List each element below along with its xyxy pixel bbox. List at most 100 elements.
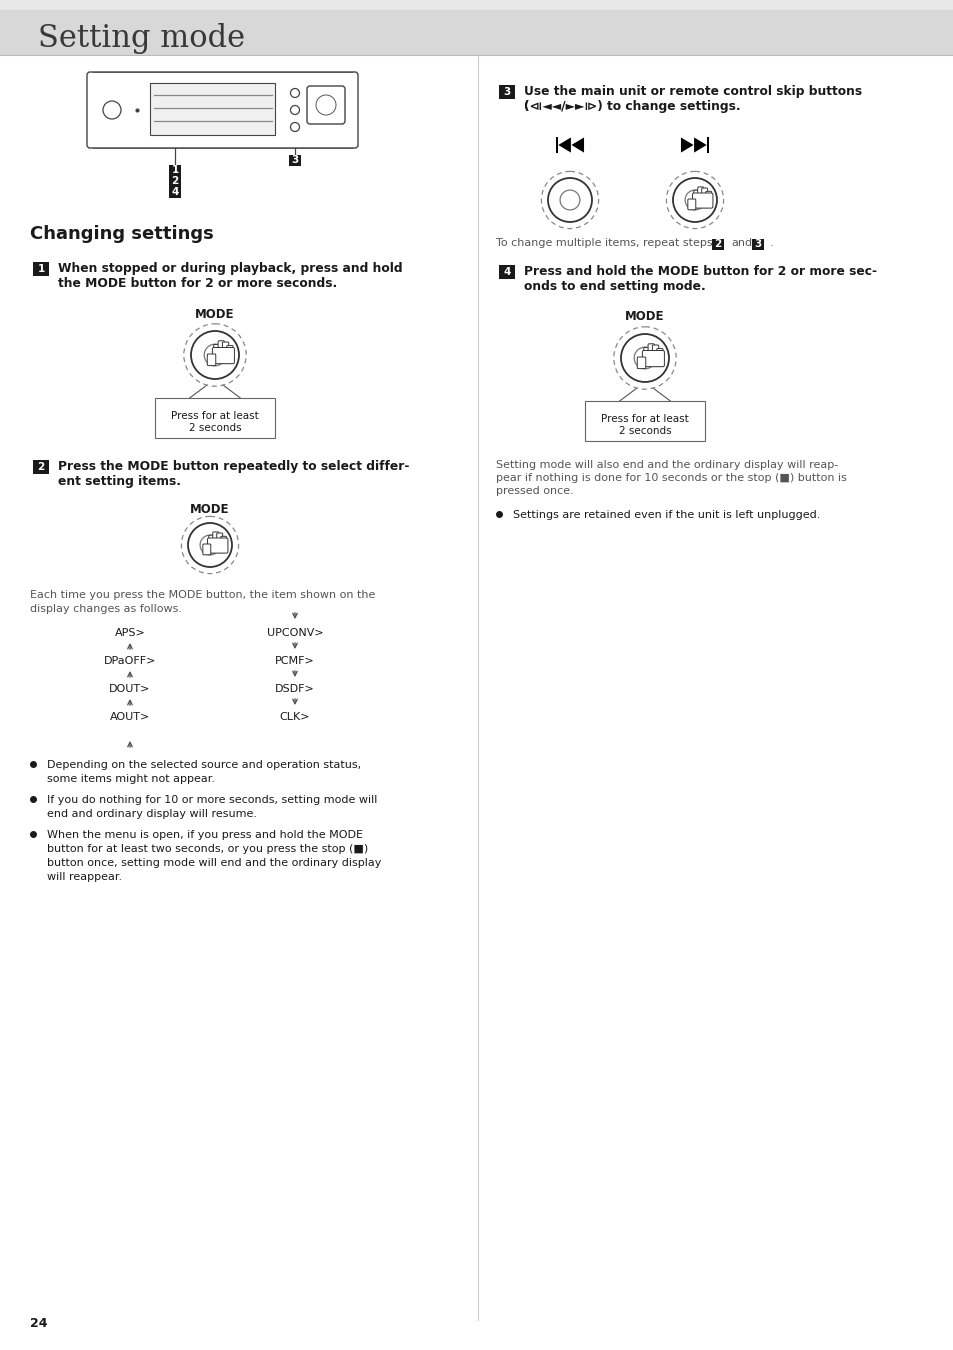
Text: DSDF>: DSDF> (274, 684, 314, 694)
Circle shape (559, 190, 579, 209)
FancyBboxPatch shape (209, 535, 214, 552)
Text: will reappear.: will reappear. (47, 872, 122, 882)
Text: When stopped or during playback, press and hold: When stopped or during playback, press a… (58, 262, 402, 275)
Text: 3: 3 (291, 155, 298, 165)
Text: DOUT>: DOUT> (110, 684, 151, 694)
FancyBboxPatch shape (227, 346, 233, 363)
FancyBboxPatch shape (33, 460, 49, 474)
FancyBboxPatch shape (498, 265, 515, 279)
FancyBboxPatch shape (656, 348, 662, 366)
Text: pear if nothing is done for 10 seconds or the stop (■) button is: pear if nothing is done for 10 seconds o… (496, 472, 846, 483)
Text: DPaOFF>: DPaOFF> (104, 656, 156, 666)
FancyBboxPatch shape (637, 356, 645, 369)
Text: 3: 3 (754, 239, 760, 248)
Text: (⧏◄◄/►►⧐) to change settings.: (⧏◄◄/►►⧐) to change settings. (523, 100, 740, 113)
Text: 24: 24 (30, 1318, 48, 1330)
FancyBboxPatch shape (0, 0, 953, 55)
Text: ent setting items.: ent setting items. (58, 475, 181, 487)
Text: .: . (769, 238, 773, 248)
FancyBboxPatch shape (701, 188, 707, 208)
FancyBboxPatch shape (706, 136, 709, 153)
Text: 4: 4 (503, 267, 510, 277)
FancyBboxPatch shape (154, 398, 274, 437)
Polygon shape (680, 138, 693, 153)
Text: Setting mode will also end and the ordinary display will reap-: Setting mode will also end and the ordin… (496, 460, 838, 470)
Text: APS>: APS> (114, 628, 145, 639)
Text: 1: 1 (172, 165, 178, 176)
Text: (: ( (523, 100, 529, 113)
FancyBboxPatch shape (150, 82, 274, 135)
FancyBboxPatch shape (641, 351, 663, 367)
Text: Press for at least: Press for at least (600, 414, 688, 424)
FancyBboxPatch shape (207, 354, 215, 366)
Circle shape (672, 178, 717, 221)
Polygon shape (571, 138, 583, 153)
Text: Press and hold the MODE button for 2 or more sec-: Press and hold the MODE button for 2 or … (523, 265, 876, 278)
Text: Press the MODE button repeatedly to select differ-: Press the MODE button repeatedly to sele… (58, 460, 409, 472)
FancyBboxPatch shape (33, 262, 49, 277)
Text: MODE: MODE (195, 308, 234, 321)
Text: Use the main unit or remote control skip buttons: Use the main unit or remote control skip… (523, 85, 862, 99)
Text: and: and (730, 238, 751, 248)
FancyBboxPatch shape (87, 72, 357, 148)
FancyBboxPatch shape (216, 533, 222, 552)
Text: 4: 4 (172, 188, 178, 197)
Text: UPCONV>: UPCONV> (267, 628, 323, 639)
Text: button once, setting mode will end and the ordinary display: button once, setting mode will end and t… (47, 859, 381, 868)
Circle shape (620, 333, 668, 382)
Circle shape (547, 178, 592, 221)
Text: MODE: MODE (624, 310, 664, 323)
FancyBboxPatch shape (207, 539, 228, 553)
Text: 2 seconds: 2 seconds (189, 423, 241, 433)
Text: CLK>: CLK> (279, 711, 310, 722)
Polygon shape (694, 138, 706, 153)
FancyBboxPatch shape (289, 154, 301, 166)
Polygon shape (558, 138, 570, 153)
FancyBboxPatch shape (222, 342, 229, 363)
Text: To change multiple items, repeat steps: To change multiple items, repeat steps (496, 238, 712, 248)
Text: display changes as follows.: display changes as follows. (30, 603, 182, 614)
FancyBboxPatch shape (498, 85, 515, 99)
FancyBboxPatch shape (705, 192, 711, 208)
Text: If you do nothing for 10 or more seconds, setting mode will: If you do nothing for 10 or more seconds… (47, 795, 377, 805)
Text: Each time you press the MODE button, the item shown on the: Each time you press the MODE button, the… (30, 590, 375, 599)
FancyBboxPatch shape (0, 0, 953, 9)
Text: When the menu is open, if you press and hold the MODE: When the menu is open, if you press and … (47, 830, 363, 840)
FancyBboxPatch shape (169, 165, 181, 176)
FancyBboxPatch shape (213, 347, 234, 363)
Text: some items might not appear.: some items might not appear. (47, 774, 214, 784)
Text: end and ordinary display will resume.: end and ordinary display will resume. (47, 809, 256, 819)
Text: 2: 2 (37, 462, 45, 472)
FancyBboxPatch shape (169, 186, 181, 197)
FancyBboxPatch shape (218, 340, 224, 363)
Circle shape (191, 331, 239, 379)
Text: 2: 2 (714, 239, 720, 248)
Text: Press for at least: Press for at least (171, 410, 258, 421)
Circle shape (200, 535, 220, 555)
FancyBboxPatch shape (169, 176, 181, 186)
Text: 2: 2 (172, 176, 178, 186)
FancyBboxPatch shape (751, 239, 763, 250)
Text: the MODE button for 2 or more seconds.: the MODE button for 2 or more seconds. (58, 277, 337, 290)
Text: pressed once.: pressed once. (496, 486, 573, 495)
FancyBboxPatch shape (711, 239, 723, 250)
FancyBboxPatch shape (584, 401, 704, 441)
FancyBboxPatch shape (692, 193, 712, 208)
FancyBboxPatch shape (213, 344, 220, 363)
Text: Changing settings: Changing settings (30, 225, 213, 243)
FancyBboxPatch shape (687, 198, 695, 209)
Text: Depending on the selected source and operation status,: Depending on the selected source and ope… (47, 760, 361, 770)
Text: Setting mode: Setting mode (38, 23, 245, 54)
Text: AOUT>: AOUT> (110, 711, 150, 722)
FancyBboxPatch shape (652, 346, 658, 366)
FancyBboxPatch shape (697, 186, 703, 208)
FancyBboxPatch shape (693, 190, 699, 208)
Circle shape (188, 522, 232, 567)
Text: Settings are retained even if the unit is left unplugged.: Settings are retained even if the unit i… (513, 510, 820, 520)
FancyBboxPatch shape (643, 347, 649, 366)
FancyBboxPatch shape (213, 532, 218, 552)
Text: 1: 1 (37, 265, 45, 274)
FancyBboxPatch shape (307, 86, 345, 124)
Text: 3: 3 (503, 86, 510, 97)
Text: onds to end setting mode.: onds to end setting mode. (523, 279, 705, 293)
